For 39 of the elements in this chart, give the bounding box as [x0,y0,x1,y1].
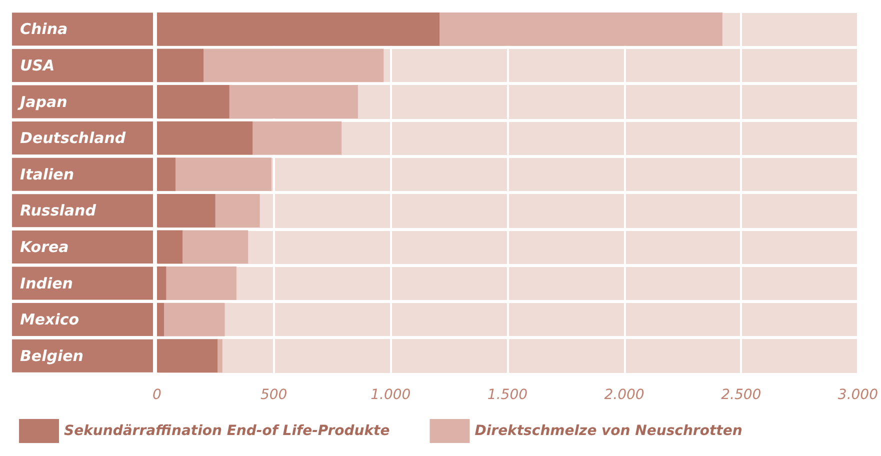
bar [157,85,230,118]
x-tick-label: 0 [152,387,162,403]
bar [215,194,260,228]
x-tick-label: 1.500 [487,387,528,403]
bar [157,230,183,264]
bar [440,12,722,46]
bar [164,302,225,336]
y-tick-label: Mexico [20,310,80,329]
y-tick-label: China [20,20,68,38]
y-tick-label: Japan [17,92,68,111]
bar [176,158,272,192]
bar [252,121,342,155]
x-tick-label: 3.000 [838,387,878,403]
y-tick-label: Russland [20,202,96,220]
y-tick-label: Italien [20,165,74,184]
bar [204,48,384,82]
y-tick-label: Belgien [20,346,84,365]
bar [157,158,176,192]
bar [166,266,236,300]
y-tick-label: Indien [20,274,73,292]
bar [157,121,253,155]
x-tick-label: 2.500 [721,387,762,403]
y-tick-label: Korea [20,238,69,256]
x-tick-label: 1.000 [370,387,411,403]
x-tick-label: 2.000 [604,387,644,403]
y-tick-label: Deutschland [20,129,126,148]
bar [157,302,164,336]
bar [182,230,248,264]
legend-label: Direktschmelze von Neuschrotten [474,423,742,439]
bar [157,266,166,300]
bar [157,339,218,373]
y-tick-label: USA [20,56,55,74]
bar [157,48,204,82]
legend-label: Sekundärraffination End-of Life-Produkte [64,423,390,439]
bar [229,85,358,118]
bar [157,12,440,46]
x-tick-label: 500 [260,387,288,403]
bar [157,194,216,228]
bar [218,339,222,373]
